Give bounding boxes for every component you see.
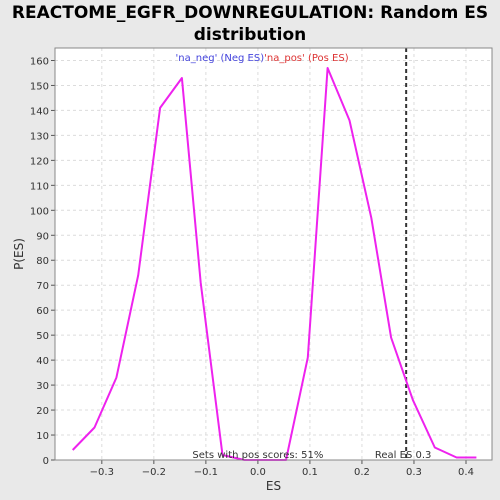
y-tick-label: 0 xyxy=(43,456,49,467)
y-tick-label: 110 xyxy=(30,181,49,192)
y-tick-label: 10 xyxy=(36,431,49,442)
y-tick-label: 120 xyxy=(30,156,49,167)
y-tick-label: 80 xyxy=(36,256,49,267)
y-tick-label: 130 xyxy=(30,131,49,142)
x-tick-label: 0.0 xyxy=(250,467,266,478)
real-es-layer: Real ES 0.3 xyxy=(375,48,431,461)
legend-layer: 'na_neg' (Neg ES)'na_pos' (Pos ES) xyxy=(176,53,349,64)
legend-neg: 'na_neg' (Neg ES) xyxy=(176,53,265,64)
axis-layer: 0 10 20 30 40 50 60 70 80 90 100 110 120 130 140 150 160… xyxy=(30,47,493,478)
y-tick-label: 150 xyxy=(30,81,49,92)
x-tick-label: 0.4 xyxy=(458,467,474,478)
grid-layer xyxy=(55,48,492,461)
x-tick-label: −0.2 xyxy=(142,467,166,478)
x-tick-label: −0.3 xyxy=(90,467,114,478)
y-tick-label: 70 xyxy=(36,281,49,292)
x-tick-label: 0.2 xyxy=(354,467,370,478)
pos-scores-annotation: Sets with pos scores: 51% xyxy=(192,450,323,461)
plot-frame xyxy=(54,47,493,461)
x-tick-label: 0.3 xyxy=(406,467,422,478)
chart-title-line1: REACTOME_EGFR_DOWNREGULATION: Random ES xyxy=(11,3,489,23)
real-es-label: Real ES 0.3 xyxy=(375,450,431,461)
x-tick-label: −0.1 xyxy=(194,467,218,478)
legend-pos: 'na_pos' (Pos ES) xyxy=(264,53,349,64)
y-tick-label: 30 xyxy=(36,381,49,392)
y-tick-label: 60 xyxy=(36,306,49,317)
x-axis-label: ES xyxy=(266,479,281,493)
x-tick-label: 0.1 xyxy=(302,467,318,478)
y-tick-label: 100 xyxy=(30,206,49,217)
y-axis-label: P(ES) xyxy=(12,238,26,270)
y-tick-label: 140 xyxy=(30,106,49,117)
y-tick-label: 50 xyxy=(36,331,49,342)
chart-title-line2: distribution xyxy=(193,25,307,45)
y-tick-label: 160 xyxy=(30,56,49,67)
plot-area xyxy=(55,48,492,460)
y-tick-label: 40 xyxy=(36,356,49,367)
y-tick-label: 20 xyxy=(36,406,49,417)
y-tick-label: 90 xyxy=(36,231,49,242)
